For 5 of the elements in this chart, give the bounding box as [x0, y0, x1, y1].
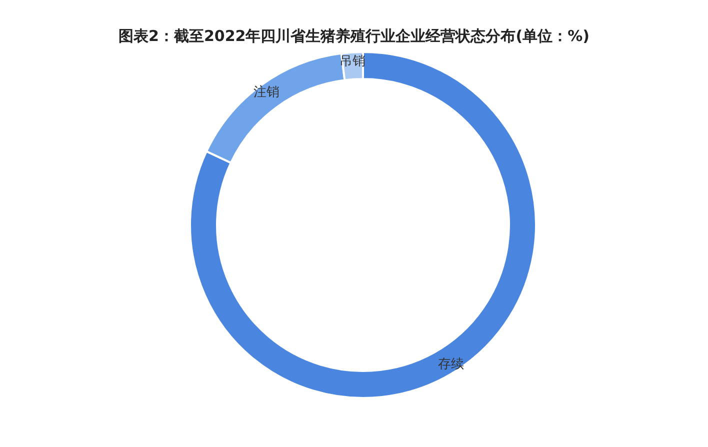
slice-label: 注销	[253, 84, 280, 100]
slice-label: 存续	[438, 356, 464, 372]
chart-title: 图表2：截至2022年四川省生猪养殖行业企业经营状态分布(单位：%)	[118, 27, 590, 45]
donut-slice	[189, 51, 537, 399]
slice-label: 吊销	[340, 54, 366, 69]
